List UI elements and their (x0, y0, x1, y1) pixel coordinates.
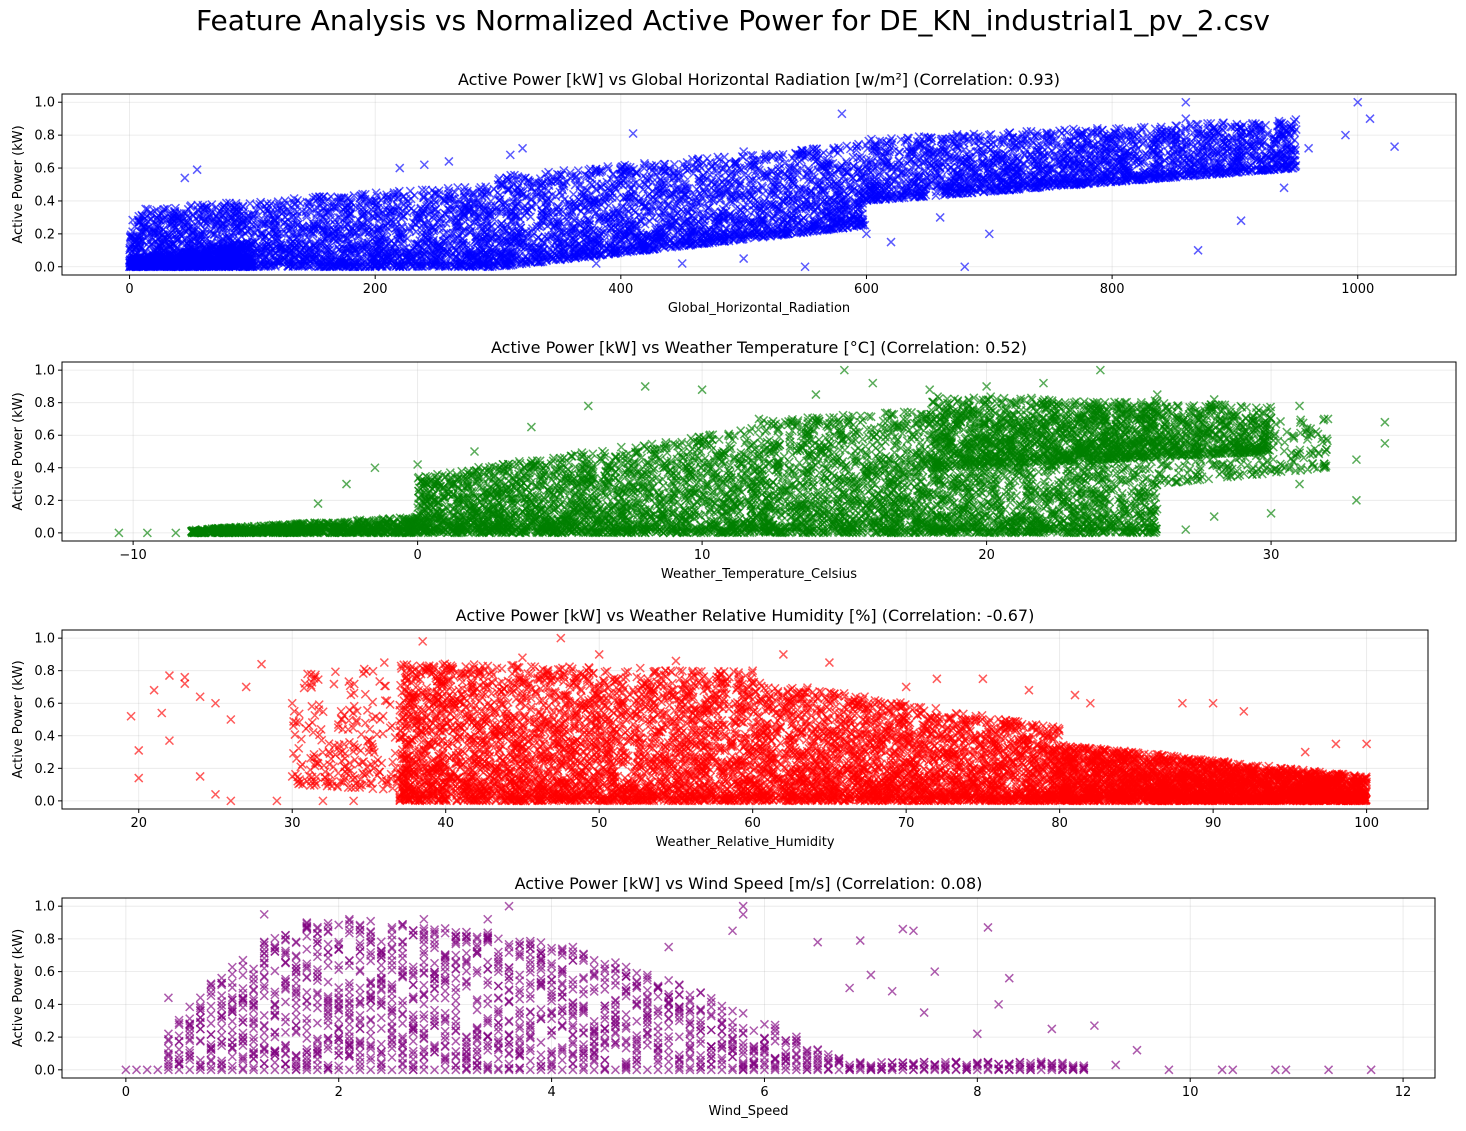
scatter-point (343, 239, 353, 249)
scatter-point (336, 193, 346, 203)
scatter-point (389, 248, 399, 258)
scatter-point (302, 197, 312, 207)
scatter-point (149, 206, 159, 216)
scatter-point (702, 153, 712, 164)
scatter-point (173, 235, 183, 245)
scatter-point (304, 234, 314, 244)
scatter-point (833, 148, 843, 158)
scatter-point (424, 199, 434, 209)
scatter-point (141, 204, 151, 214)
scatter-point (430, 225, 440, 235)
scatter-point (333, 193, 344, 203)
scatter-point (713, 152, 723, 162)
scatter-point (410, 239, 420, 249)
scatter-point (419, 218, 429, 228)
scatter-point (453, 182, 463, 192)
scatter-point (413, 239, 423, 249)
scatter-point (272, 205, 282, 215)
scatter-point (373, 203, 383, 213)
scatter-point (233, 220, 243, 230)
scatter-point (425, 206, 435, 216)
scatter-point (173, 225, 183, 235)
scatter-point (416, 203, 426, 213)
scatter-point (478, 202, 488, 212)
scatter-point (421, 185, 431, 195)
scatter-point (471, 194, 481, 204)
scatter-point (395, 262, 405, 272)
scatter-point (225, 206, 235, 216)
scatter-point (239, 207, 249, 217)
scatter-point (312, 203, 322, 213)
scatter-point (263, 247, 273, 257)
scatter-point (418, 209, 428, 219)
scatter-point (217, 221, 228, 231)
scatter-series (125, 97, 1400, 272)
scatter-point (360, 189, 370, 199)
scatter-point (326, 192, 336, 202)
scatter-point (280, 254, 290, 264)
scatter-point (283, 207, 293, 217)
scatter-point (382, 190, 392, 200)
scatter-point (290, 200, 300, 210)
scatter-point (371, 188, 381, 198)
scatter-point (477, 205, 487, 215)
scatter-point (357, 240, 367, 250)
scatter-point (474, 200, 484, 210)
scatter-point (438, 223, 448, 234)
scatter-point (297, 261, 307, 271)
scatter-point (472, 213, 482, 223)
scatter-point (356, 218, 366, 228)
scatter-point (310, 212, 320, 222)
scatter-point (134, 217, 145, 227)
scatter-point (302, 212, 312, 222)
scatter-point (390, 223, 400, 234)
scatter-point (483, 238, 493, 248)
scatter-point (327, 197, 337, 207)
subplot-1: 0 200 400 600 800 10000.00.20.40.60.81.0Activ… (11, 70, 1457, 316)
scatter-point (329, 202, 339, 212)
figure-title: Feature Analysis vs Normalized Active Po… (0, 4, 1466, 37)
scatter-point (154, 242, 164, 252)
scatter-point (405, 186, 415, 196)
scatter-point (320, 254, 330, 264)
scatter-point (389, 190, 399, 200)
scatter-point (171, 233, 182, 243)
scatter-point (388, 217, 398, 228)
scatter-point (459, 190, 469, 200)
scatter-point (158, 207, 168, 217)
scatter-point (354, 202, 364, 212)
scatter-point (477, 192, 487, 202)
scatter-point (292, 195, 303, 205)
scatter-point (482, 221, 492, 231)
